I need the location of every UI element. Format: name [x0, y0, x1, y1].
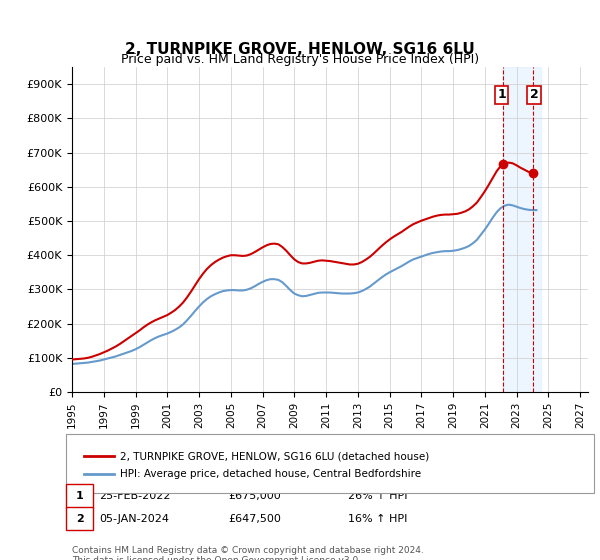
Text: 1: 1	[497, 88, 506, 101]
Text: 16% ↑ HPI: 16% ↑ HPI	[348, 514, 407, 524]
Text: Price paid vs. HM Land Registry's House Price Index (HPI): Price paid vs. HM Land Registry's House …	[121, 53, 479, 66]
Text: £647,500: £647,500	[228, 514, 281, 524]
Text: 05-JAN-2024: 05-JAN-2024	[99, 514, 169, 524]
Text: HPI: Average price, detached house, Central Bedfordshire: HPI: Average price, detached house, Cent…	[120, 469, 421, 479]
Text: 2: 2	[76, 514, 83, 524]
Bar	[503, 67, 541, 392]
Text: 2: 2	[530, 88, 539, 101]
Text: Contains HM Land Registry data © Crown copyright and database right 2024.
This d: Contains HM Land Registry data © Crown c…	[72, 546, 424, 560]
Text: 26% ↑ HPI: 26% ↑ HPI	[348, 491, 407, 501]
Text: 1: 1	[76, 491, 83, 501]
Text: 25-FEB-2022: 25-FEB-2022	[99, 491, 170, 501]
Text: 2, TURNPIKE GROVE, HENLOW, SG16 6LU (detached house): 2, TURNPIKE GROVE, HENLOW, SG16 6LU (det…	[120, 451, 429, 461]
Text: £675,000: £675,000	[228, 491, 281, 501]
Text: 2, TURNPIKE GROVE, HENLOW, SG16 6LU: 2, TURNPIKE GROVE, HENLOW, SG16 6LU	[125, 42, 475, 57]
